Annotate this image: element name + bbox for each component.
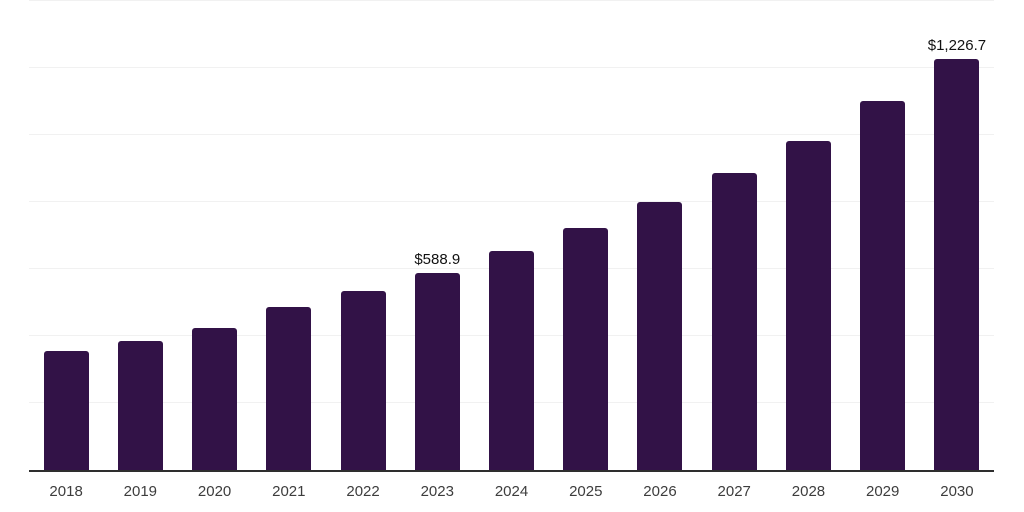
bar-slot-2024	[474, 1, 548, 470]
x-axis-label-2025: 2025	[569, 483, 603, 500]
bar-2023	[414, 272, 460, 470]
bar-2026	[637, 202, 683, 470]
bar-slot-2029	[846, 1, 920, 470]
bar-slot-2022	[326, 1, 400, 470]
bar-2020	[192, 328, 238, 470]
bar-2030	[934, 59, 980, 470]
value-label-2030: $1,226.7	[927, 37, 987, 55]
x-axis-label-2023: 2023	[420, 483, 454, 500]
x-axis-label-2019: 2019	[123, 483, 158, 500]
bar-2019	[117, 341, 163, 470]
x-axis-label-2027: 2027	[717, 483, 751, 500]
bar-slot-2028	[771, 1, 845, 470]
x-axis-label-2029: 2029	[866, 483, 900, 500]
x-axis-label-2022: 2022	[346, 483, 380, 500]
bar-slot-2023: $588.9	[400, 1, 474, 470]
x-axis-labels: 2018 2019 2020 2021 2022 2023 2024 2025 2026 2027…	[29, 472, 994, 499]
bar-2018	[43, 351, 89, 470]
x-axis-label-2021: 2021	[272, 483, 306, 500]
bar-slot-2019	[103, 1, 177, 470]
bar-2029	[860, 101, 906, 470]
bar-2028	[785, 140, 831, 470]
bar-slot-2027	[697, 1, 771, 470]
bar-slot-2021	[252, 1, 326, 470]
bar-slot-2030: $1,226.7	[920, 1, 994, 470]
x-axis-label-2026: 2026	[643, 483, 677, 500]
gridline-1000	[29, 134, 994, 135]
bar-slot-2018	[29, 1, 103, 470]
bar-slot-2025	[549, 1, 623, 470]
x-axis-label-2018: 2018	[49, 483, 83, 500]
bar-2021	[266, 306, 312, 470]
x-axis-label-2030: 2030	[940, 483, 974, 500]
bar-2025	[563, 228, 609, 470]
bar-2022	[340, 291, 386, 470]
bar-slot-2026	[623, 1, 697, 470]
bar-2024	[489, 250, 535, 470]
x-axis-label-2020: 2020	[197, 483, 232, 500]
value-label-2023: $588.9	[414, 250, 461, 268]
bar-2027	[711, 172, 757, 470]
x-axis-label-2028: 2028	[791, 483, 826, 500]
gridline-1400	[29, 0, 994, 1]
x-axis-label-2024: 2024	[494, 483, 529, 500]
gridline-800	[29, 201, 994, 202]
bars-container: $588.9 $1,226.7	[29, 1, 994, 470]
gridline-1200	[29, 67, 994, 68]
plot-area: $588.9 $1,226.7	[29, 0, 994, 472]
bar-slot-2020	[177, 1, 251, 470]
